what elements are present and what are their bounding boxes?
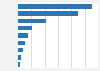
Bar	[18, 19, 46, 23]
Bar	[18, 62, 20, 67]
Bar	[18, 12, 78, 16]
Bar	[18, 33, 28, 38]
Bar	[18, 26, 32, 30]
Bar	[18, 55, 21, 59]
Bar	[18, 41, 25, 45]
Bar	[18, 48, 23, 52]
Bar	[18, 4, 92, 9]
